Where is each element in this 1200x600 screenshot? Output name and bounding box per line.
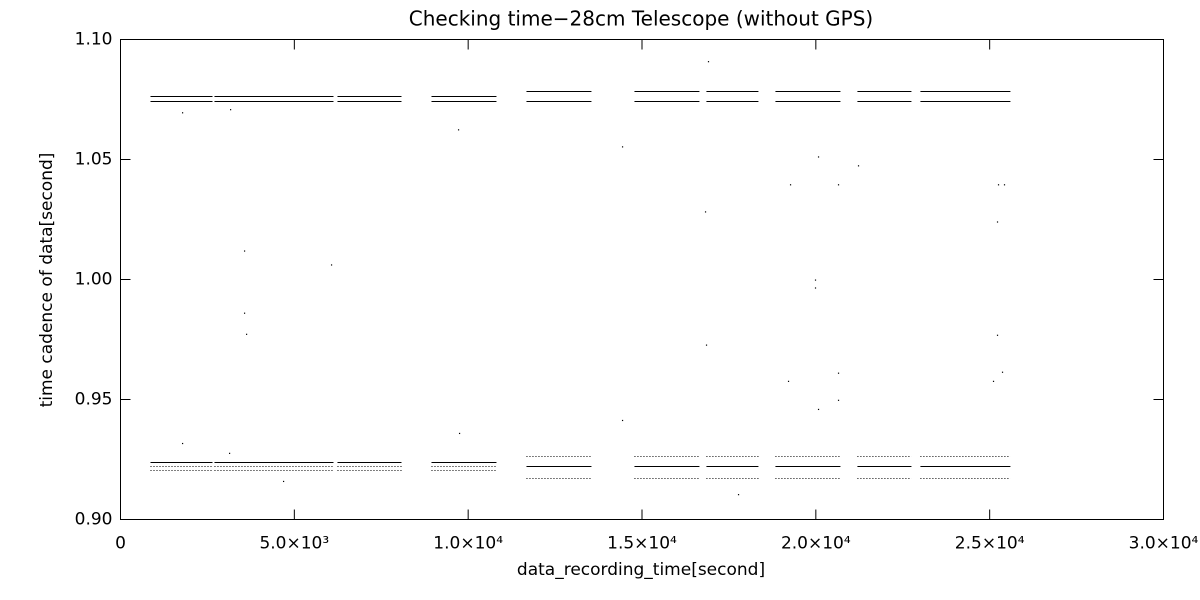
point (228, 452, 231, 454)
point (621, 146, 624, 148)
chart-title: Checking time−28cm Telescope (without GP… (409, 7, 873, 31)
point (621, 419, 624, 422)
x-tick-label: 2.5×10⁴ (955, 534, 1025, 554)
point (243, 250, 246, 252)
point (814, 279, 817, 281)
point (181, 442, 184, 445)
plot-frame (120, 39, 1164, 520)
x-tick-label: 0 (115, 534, 126, 554)
point (996, 221, 999, 223)
x-tick-label: 2.0×10⁴ (781, 534, 851, 554)
y-tick-label: 1.00 (75, 270, 113, 290)
y-tick-label: 0.95 (75, 390, 113, 410)
point (996, 334, 999, 336)
x-tick-label: 1.0×10⁴ (433, 534, 503, 554)
point (704, 211, 707, 213)
point (457, 129, 460, 131)
point (181, 112, 184, 114)
x-axis-label: data_recording_time[second] (517, 560, 765, 580)
point (992, 380, 995, 382)
x-tick-label: 1.5×10⁴ (607, 534, 677, 554)
point (707, 61, 710, 63)
point (997, 184, 1000, 186)
point (243, 312, 246, 314)
point (282, 480, 285, 483)
point (458, 432, 461, 435)
point (837, 184, 840, 186)
y-tick-label: 0.90 (75, 510, 113, 530)
point (1001, 371, 1004, 373)
point (817, 156, 820, 158)
y-axis-label: time cadence of data[second] (37, 153, 57, 408)
point (330, 264, 333, 266)
point (705, 344, 708, 346)
point (230, 109, 232, 111)
point (814, 287, 817, 289)
point (857, 165, 860, 167)
point (789, 184, 792, 186)
point (1003, 184, 1006, 186)
point (837, 399, 840, 401)
y-tick-label: 1.05 (75, 150, 113, 170)
point (817, 408, 820, 411)
y-tick-label: 1.10 (75, 30, 113, 50)
point (737, 494, 740, 496)
x-tick-label: 5.0×10³ (259, 534, 329, 554)
point (837, 372, 840, 374)
point (245, 333, 248, 335)
point (787, 380, 790, 382)
x-tick-label: 3.0×10⁴ (1129, 534, 1199, 554)
